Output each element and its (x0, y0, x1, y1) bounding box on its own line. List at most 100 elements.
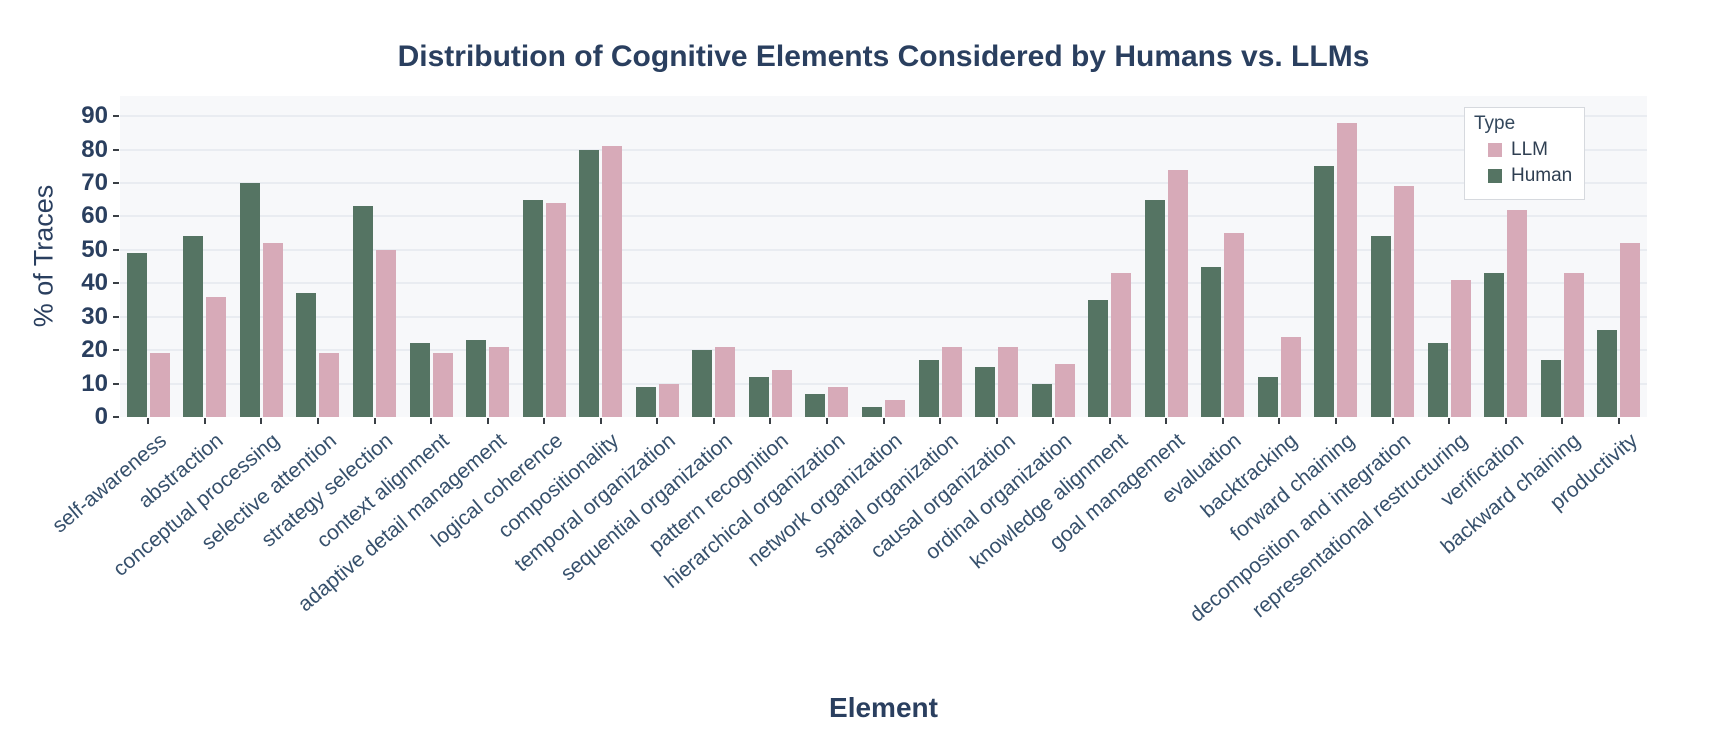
y-tick-mark (113, 382, 119, 385)
x-axis-title: Element (829, 692, 938, 723)
y-tick-label-80: 80 (81, 135, 108, 163)
y-tick-mark (113, 315, 119, 318)
bar-llm-hierarchical-organization (828, 386, 849, 417)
x-tick-mark (656, 418, 659, 424)
x-tick-mark (825, 418, 828, 424)
bar-human-backward-chaining (1540, 360, 1561, 417)
bar-human-ordinal-organization (1031, 383, 1052, 417)
x-tick-mark (769, 418, 772, 424)
bar-llm-verification (1507, 209, 1528, 417)
bar-human-forward-chaining (1314, 166, 1335, 417)
y-gridline-70 (120, 181, 1647, 184)
legend-item-llm: LLM (1488, 139, 1572, 161)
x-tick-mark (1221, 418, 1224, 424)
bar-llm-ordinal-organization (1054, 363, 1075, 417)
bar-human-context-alignment (409, 343, 430, 417)
bar-human-compositionality (579, 149, 600, 417)
y-gridline-60 (120, 215, 1647, 218)
bar-llm-conceptual-processing (262, 243, 283, 417)
x-tick-mark (203, 418, 206, 424)
bar-llm-context-alignment (432, 353, 453, 417)
plot-area (120, 96, 1647, 417)
x-tick-mark (316, 418, 319, 424)
bar-human-spatial-organization (918, 360, 939, 417)
bar-human-temporal-organization (635, 386, 656, 417)
x-tick-mark (1334, 418, 1337, 424)
bar-human-knowledge-alignment (1088, 299, 1109, 417)
bar-llm-causal-organization (998, 346, 1019, 417)
y-gridline-90 (120, 115, 1647, 118)
y-tick-mark (113, 115, 119, 118)
y-tick-label-20: 20 (81, 336, 108, 364)
legend-items: LLM Human (1474, 139, 1572, 187)
bar-llm-goal-management (1167, 169, 1188, 417)
legend-swatch-llm (1488, 143, 1502, 157)
x-tick-mark (1052, 418, 1055, 424)
legend-label: Human (1511, 165, 1573, 186)
y-tick-label-50: 50 (81, 235, 108, 263)
y-gridline-80 (120, 148, 1647, 151)
y-tick-label-10: 10 (81, 369, 108, 397)
bar-llm-spatial-organization (941, 346, 962, 417)
x-tick-mark (430, 418, 433, 424)
y-gridline-20 (120, 349, 1647, 352)
bar-human-strategy-selection (353, 206, 373, 417)
bar-llm-adaptive-detail-management (489, 346, 510, 417)
bar-human-self-awareness (126, 253, 147, 417)
bar-llm-forward-chaining (1337, 122, 1358, 417)
bar-llm-backtracking (1280, 336, 1301, 417)
bar-human-goal-management (1144, 199, 1165, 417)
bar-human-pattern-recognition (748, 376, 769, 417)
bar-llm-sequential-organization (715, 346, 736, 417)
y-tick-mark (113, 215, 119, 218)
x-tick-mark (1504, 418, 1507, 424)
x-tick-mark (1108, 418, 1111, 424)
bar-human-conceptual-processing (239, 182, 260, 417)
x-tick-mark (373, 418, 376, 424)
legend-item-human: Human (1488, 165, 1572, 187)
bar-llm-selective-attention (319, 353, 340, 417)
legend-title: Type (1474, 113, 1516, 134)
x-tick-mark (712, 418, 715, 424)
y-tick-mark (113, 416, 119, 418)
x-tick-mark (260, 418, 263, 424)
y-tick-mark (113, 282, 119, 285)
bar-llm-strategy-selection (376, 249, 396, 417)
bar-human-verification (1484, 273, 1505, 417)
legend-label: LLM (1511, 139, 1548, 160)
y-tick-mark (113, 181, 119, 184)
bar-human-causal-organization (975, 366, 996, 417)
bar-human-hierarchical-organization (805, 393, 826, 417)
bar-human-backtracking (1257, 376, 1278, 417)
x-tick-mark (1391, 418, 1394, 424)
bar-human-sequential-organization (692, 350, 713, 417)
x-tick-mark (939, 418, 942, 424)
x-tick-mark (1617, 418, 1620, 424)
bar-llm-logical-coherence (545, 203, 566, 417)
legend-swatch-human (1488, 169, 1502, 183)
bar-llm-evaluation (1224, 233, 1245, 417)
bar-llm-representational-restructuring (1450, 279, 1471, 417)
bar-human-abstraction (183, 236, 204, 417)
y-tick-label-30: 30 (81, 302, 108, 330)
bar-human-network-organization (862, 406, 882, 417)
x-tick-mark (147, 418, 150, 424)
x-tick-mark (599, 418, 602, 424)
bar-llm-abstraction (206, 296, 227, 417)
bar-llm-compositionality (602, 146, 623, 417)
x-tick-mark (1278, 418, 1281, 424)
bar-human-decomposition-and-integration (1371, 236, 1391, 417)
x-tick-mark (543, 418, 546, 424)
bar-llm-backward-chaining (1563, 273, 1584, 417)
y-tick-label-40: 40 (81, 269, 108, 297)
bar-human-evaluation (1201, 266, 1222, 417)
bar-llm-temporal-organization (658, 383, 679, 417)
bar-human-logical-coherence (522, 199, 543, 417)
y-gridline-10 (120, 382, 1647, 385)
y-tick-label-90: 90 (81, 102, 108, 130)
x-tick-mark (1165, 418, 1168, 424)
bar-human-productivity (1597, 330, 1618, 417)
y-tick-mark (113, 349, 119, 352)
bar-llm-decomposition-and-integration (1394, 186, 1414, 417)
x-tick-mark (1448, 418, 1451, 424)
